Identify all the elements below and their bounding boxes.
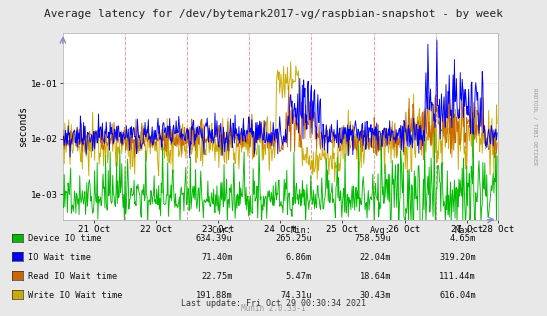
Text: 265.25u: 265.25u [275, 234, 312, 243]
Text: Device IO time: Device IO time [28, 234, 102, 243]
Text: 30.43m: 30.43m [359, 291, 391, 300]
Text: Avg:: Avg: [370, 226, 391, 235]
Text: 6.86m: 6.86m [286, 253, 312, 262]
Text: 4.65m: 4.65m [450, 234, 476, 243]
Text: Write IO Wait time: Write IO Wait time [28, 291, 123, 300]
Text: Read IO Wait time: Read IO Wait time [28, 272, 118, 281]
Text: 758.59u: 758.59u [354, 234, 391, 243]
Text: 18.64m: 18.64m [359, 272, 391, 281]
Text: 74.31u: 74.31u [280, 291, 312, 300]
Text: Last update: Fri Oct 29 00:30:34 2021: Last update: Fri Oct 29 00:30:34 2021 [181, 300, 366, 308]
Text: Min:: Min: [291, 226, 312, 235]
Text: 22.04m: 22.04m [359, 253, 391, 262]
Text: 634.39u: 634.39u [196, 234, 232, 243]
Y-axis label: seconds: seconds [18, 106, 28, 147]
Text: 319.20m: 319.20m [439, 253, 476, 262]
Text: IO Wait time: IO Wait time [28, 253, 91, 262]
Text: 5.47m: 5.47m [286, 272, 312, 281]
Text: Average latency for /dev/bytemark2017-vg/raspbian-snapshot - by week: Average latency for /dev/bytemark2017-vg… [44, 9, 503, 20]
Text: Max:: Max: [455, 226, 476, 235]
Text: RRDTOOL / TOBI OETIKER: RRDTOOL / TOBI OETIKER [532, 88, 538, 165]
Text: Cur:: Cur: [212, 226, 232, 235]
Text: 71.40m: 71.40m [201, 253, 232, 262]
Text: 111.44m: 111.44m [439, 272, 476, 281]
Text: 616.04m: 616.04m [439, 291, 476, 300]
Text: 22.75m: 22.75m [201, 272, 232, 281]
Text: 191.88m: 191.88m [196, 291, 232, 300]
Text: Munin 2.0.33-1: Munin 2.0.33-1 [241, 305, 306, 313]
